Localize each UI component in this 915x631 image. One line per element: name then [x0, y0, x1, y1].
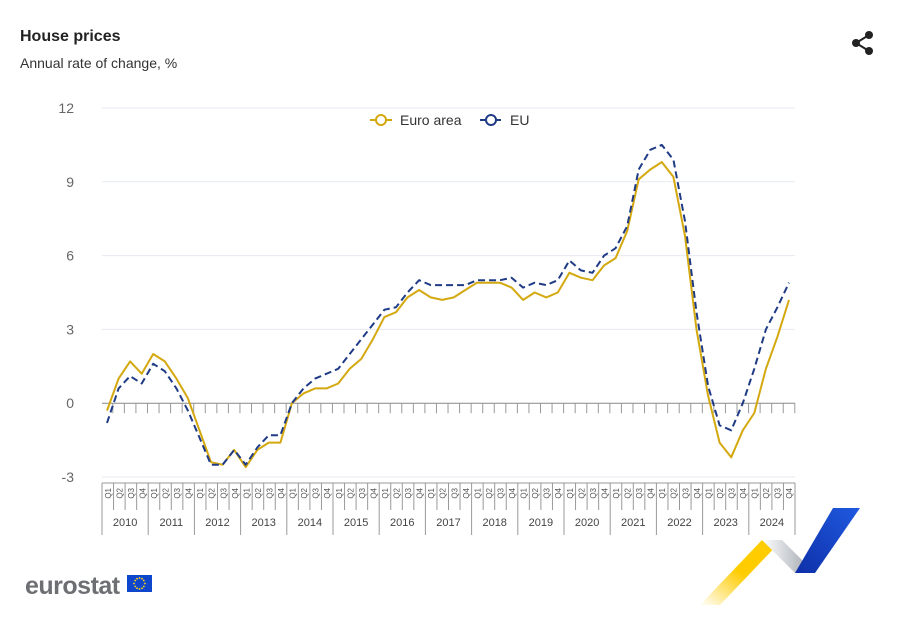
- legend-marker: [375, 114, 387, 126]
- quarter-label: Q4: [508, 487, 517, 498]
- quarter-label: Q3: [589, 487, 598, 498]
- year-label: 2010: [113, 517, 137, 529]
- quarter-label: Q1: [104, 487, 113, 498]
- quarter-label: Q1: [704, 487, 713, 498]
- quarter-label: Q4: [185, 487, 194, 498]
- quarter-label: Q4: [277, 487, 286, 498]
- year-label: 2016: [390, 517, 414, 529]
- quarter-label: Q1: [473, 487, 482, 498]
- year-label: 2015: [344, 517, 368, 529]
- y-tick-label: 6: [66, 248, 74, 264]
- quarter-label: Q3: [358, 487, 367, 498]
- quarter-label: Q1: [196, 487, 205, 498]
- quarter-label: Q4: [416, 487, 425, 498]
- eurostat-logo: eurostat: [25, 572, 120, 600]
- quarter-label: Q1: [335, 487, 344, 498]
- year-label: 2018: [482, 517, 506, 529]
- quarter-label: Q2: [762, 487, 771, 498]
- year-label: 2022: [667, 517, 691, 529]
- quarter-label: Q3: [496, 487, 505, 498]
- quarter-label: Q1: [520, 487, 529, 498]
- quarter-label: Q3: [774, 487, 783, 498]
- quarter-label: Q3: [219, 487, 228, 498]
- quarter-label: Q4: [647, 487, 656, 498]
- quarter-label: Q4: [600, 487, 609, 498]
- quarter-label: Q2: [670, 487, 679, 498]
- quarter-label: Q4: [231, 487, 240, 498]
- year-label: 2011: [159, 517, 183, 529]
- series-line-euro-area: [106, 161, 790, 469]
- quarter-label: Q3: [635, 487, 644, 498]
- quarter-label: Q2: [716, 487, 725, 498]
- quarter-label: Q2: [162, 487, 171, 498]
- quarter-label: Q2: [485, 487, 494, 498]
- y-tick-label: 0: [66, 395, 74, 411]
- quarter-label: Q2: [439, 487, 448, 498]
- year-label: 2017: [436, 517, 460, 529]
- quarter-label: Q1: [612, 487, 621, 498]
- quarter-label: Q3: [727, 487, 736, 498]
- quarter-label: Q3: [404, 487, 413, 498]
- quarter-label: Q1: [427, 487, 436, 498]
- share-icon[interactable]: [850, 30, 876, 56]
- quarter-label: Q1: [289, 487, 298, 498]
- quarter-label: Q2: [624, 487, 633, 498]
- series-line-eu: [106, 143, 790, 466]
- year-label: 2023: [713, 517, 737, 529]
- chart-subtitle: Annual rate of change, %: [20, 55, 178, 71]
- quarter-label: Q3: [543, 487, 552, 498]
- year-label: 2014: [298, 517, 322, 529]
- year-label: 2024: [760, 517, 784, 529]
- quarter-label: Q2: [115, 487, 124, 498]
- quarter-label: Q1: [566, 487, 575, 498]
- y-tick-label: 9: [66, 174, 74, 190]
- quarter-label: Q1: [658, 487, 667, 498]
- legend-label: Euro area: [400, 112, 462, 128]
- quarter-label: Q3: [681, 487, 690, 498]
- quarter-label: Q4: [739, 487, 748, 498]
- year-label: 2013: [251, 517, 275, 529]
- quarter-label: Q4: [369, 487, 378, 498]
- quarter-label: Q2: [346, 487, 355, 498]
- quarter-label: Q4: [554, 487, 563, 498]
- quarter-label: Q2: [577, 487, 586, 498]
- legend-label: EU: [510, 112, 529, 128]
- decorative-chevron: [700, 508, 860, 605]
- quarter-label: Q2: [254, 487, 263, 498]
- quarter-label: Q4: [138, 487, 147, 498]
- quarter-label: Q3: [450, 487, 459, 498]
- quarter-label: Q4: [693, 487, 702, 498]
- quarter-label: Q1: [381, 487, 390, 498]
- quarter-label: Q1: [242, 487, 251, 498]
- y-tick-label: -3: [62, 469, 75, 485]
- quarter-label: Q4: [462, 487, 471, 498]
- quarter-label: Q1: [150, 487, 159, 498]
- quarter-label: Q4: [323, 487, 332, 498]
- year-label: 2021: [621, 517, 645, 529]
- quarter-label: Q4: [785, 487, 794, 498]
- year-label: 2012: [205, 517, 229, 529]
- quarter-label: Q2: [208, 487, 217, 498]
- chart-title: House prices: [20, 28, 121, 45]
- quarter-label: Q2: [300, 487, 309, 498]
- quarter-label: Q3: [127, 487, 136, 498]
- quarter-label: Q2: [531, 487, 540, 498]
- y-tick-label: 3: [66, 321, 74, 337]
- y-tick-label: 12: [58, 100, 74, 116]
- quarter-label: Q3: [173, 487, 182, 498]
- quarter-label: Q3: [312, 487, 321, 498]
- quarter-label: Q2: [393, 487, 402, 498]
- year-label: 2020: [575, 517, 599, 529]
- quarter-label: Q3: [265, 487, 274, 498]
- year-label: 2019: [529, 517, 553, 529]
- legend-marker: [485, 114, 497, 126]
- eu-flag-icon: [127, 575, 152, 592]
- quarter-label: Q1: [751, 487, 760, 498]
